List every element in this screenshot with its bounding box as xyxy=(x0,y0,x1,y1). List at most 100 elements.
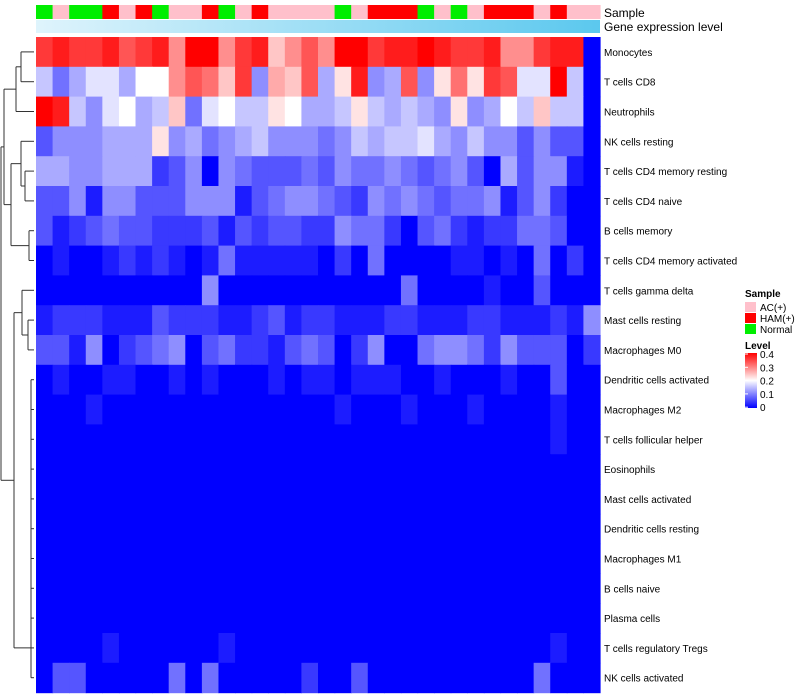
heatmap-cell xyxy=(550,364,568,396)
heatmap-cell xyxy=(185,305,203,336)
row-label: Plasma cells xyxy=(604,614,660,625)
heatmap-cell xyxy=(351,245,369,276)
heatmap-cell xyxy=(517,305,535,336)
heatmap-cell xyxy=(517,66,535,98)
heatmap-cell xyxy=(434,215,452,247)
heatmap-cell xyxy=(400,543,419,574)
heatmap-cell xyxy=(85,186,103,217)
level-legend: Level 0.4 0.3 0.2 0.1 0 xyxy=(745,341,774,414)
heatmap-cell xyxy=(69,633,87,664)
heatmap-cell xyxy=(235,394,253,425)
heatmap-cell xyxy=(168,335,186,366)
heatmap-cell xyxy=(417,603,435,634)
heatmap-cell xyxy=(318,454,336,485)
heatmap-cell xyxy=(367,513,385,545)
heatmap-cell xyxy=(168,186,186,217)
level-legend-tick-label: 0.3 xyxy=(760,363,774,374)
heatmap-cell xyxy=(36,633,54,664)
heatmap-cell xyxy=(550,66,568,98)
heatmap-cell xyxy=(533,245,551,276)
heatmap-cell xyxy=(52,513,70,545)
heatmap-cell xyxy=(36,186,54,217)
heatmap-cell xyxy=(417,37,435,68)
row-label: Mast cells resting xyxy=(604,316,681,327)
heatmap-cell xyxy=(517,573,535,604)
heatmap-cell xyxy=(118,484,137,515)
heatmap-cell xyxy=(118,543,137,574)
heatmap-cell xyxy=(417,186,435,217)
heatmap-cell xyxy=(400,37,419,68)
heatmap-cell xyxy=(351,215,369,247)
heatmap-cell xyxy=(566,96,585,127)
heatmap-cell xyxy=(301,543,319,574)
sample-annotation-label: Sample xyxy=(604,6,645,20)
heatmap-cell xyxy=(201,484,220,515)
heatmap-cell xyxy=(135,603,153,634)
heatmap-cell xyxy=(583,513,601,545)
heatmap-cell xyxy=(118,275,137,306)
heatmap-cell xyxy=(85,484,103,515)
heatmap-cell xyxy=(118,126,137,157)
heatmap-cell xyxy=(135,633,153,664)
heatmap-cell xyxy=(36,156,54,187)
heatmap-cell xyxy=(185,603,203,634)
heatmap-cell xyxy=(500,335,518,366)
heatmap-cell xyxy=(135,156,153,187)
heatmap-cell xyxy=(384,186,402,217)
sample-annotation-cell xyxy=(52,5,70,19)
heatmap-cell xyxy=(351,394,369,425)
heatmap-cell xyxy=(268,275,286,306)
heatmap-cell xyxy=(218,37,236,68)
sample-annotation-cell xyxy=(467,5,485,19)
heatmap-cell xyxy=(367,66,385,98)
heatmap-cell xyxy=(218,543,236,574)
heatmap-cell xyxy=(69,424,87,455)
heatmap-cell xyxy=(201,335,220,366)
heatmap-cell xyxy=(334,394,352,425)
heatmap-cell xyxy=(434,454,452,485)
heatmap-cell xyxy=(301,633,319,664)
heatmap-cell xyxy=(85,37,103,68)
heatmap-cell xyxy=(384,364,402,396)
sample-legend-label: Normal xyxy=(760,325,792,336)
heatmap-cell xyxy=(533,573,551,604)
row-label: Mast cells activated xyxy=(604,495,691,506)
heatmap-cell xyxy=(268,96,286,127)
heatmap-cell xyxy=(566,275,585,306)
sample-annotation-cell xyxy=(517,5,535,19)
sample-annotation-cell xyxy=(235,5,253,19)
heatmap-cell xyxy=(284,662,303,694)
heatmap-cell xyxy=(118,245,137,276)
heatmap-cell xyxy=(400,335,419,366)
heatmap-cell xyxy=(69,364,87,396)
heatmap-cell xyxy=(318,126,336,157)
heatmap-cell xyxy=(450,573,468,604)
heatmap-cell xyxy=(566,394,585,425)
heatmap-cell xyxy=(69,513,87,545)
heatmap-cell xyxy=(318,513,336,545)
heatmap-cell xyxy=(152,215,170,247)
heatmap-cell xyxy=(517,126,535,157)
heatmap-cell xyxy=(251,484,269,515)
heatmap-cell xyxy=(36,394,54,425)
heatmap-cell xyxy=(135,424,153,455)
heatmap-cell xyxy=(268,662,286,694)
row-label: Monocytes xyxy=(604,48,652,59)
heatmap-cell xyxy=(284,186,303,217)
heatmap-cell xyxy=(268,484,286,515)
heatmap-cell xyxy=(152,37,170,68)
heatmap-cell xyxy=(318,275,336,306)
heatmap-cell xyxy=(367,573,385,604)
heatmap-cell xyxy=(550,573,568,604)
heatmap-cell xyxy=(400,633,419,664)
heatmap-cell xyxy=(218,245,236,276)
heatmap-cell xyxy=(201,37,220,68)
heatmap-cell xyxy=(218,573,236,604)
heatmap-cell xyxy=(52,484,70,515)
heatmap-cell xyxy=(517,543,535,574)
heatmap-cell xyxy=(334,364,352,396)
heatmap-cell xyxy=(334,305,352,336)
heatmap-cell xyxy=(500,662,518,694)
heatmap-cell xyxy=(235,245,253,276)
heatmap-cell xyxy=(52,215,70,247)
